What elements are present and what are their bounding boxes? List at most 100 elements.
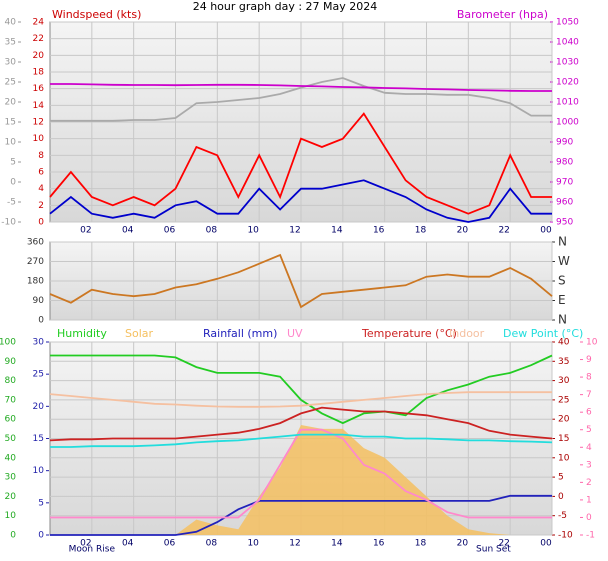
x-tick-label: 10 [247,226,259,236]
y2-tick-label: 15 [558,434,569,444]
chart-title: 24 hour graph day : 27 May 2024 [193,0,378,13]
y-tick-label: 0 [38,316,44,326]
y2-tick-label: 20 [558,415,570,425]
legend-label: Temperature (°C) [361,327,457,340]
y3-tick-label: 40 [5,18,17,28]
legend-label: Rainfall (mm) [203,327,277,340]
y2-tick-label: W [558,254,570,268]
y2-tick-label: 0 [558,492,564,502]
x-tick-label: 06 [164,539,176,549]
x-tick-label: 02 [80,226,91,236]
y3-tick-label: 0 [38,531,44,541]
line [49,253,553,309]
y-tick-label: 14 [33,101,45,111]
line [50,354,553,425]
y3-tick-label: 25 [33,370,44,380]
y2-tick-label: 950 [556,218,573,228]
y-tick-label: 22 [33,34,44,44]
y2-tick-label: E [558,293,566,307]
legend-label: Dew Point (°C) [503,327,583,340]
y2-tick-label: 25 [558,395,569,405]
x-tick-label: 06 [164,226,176,236]
y2-tick-label: 960 [556,198,573,208]
x-tick-label: 14 [331,226,343,236]
x-tick-label: 10 [247,539,259,549]
y4-tick-label: 10 [586,338,598,348]
y4-tick-label: 8 [586,373,592,383]
y2-tick-label: 1020 [556,78,579,88]
y-tick-label: 60 [5,415,17,425]
x-tick-label: 02 [80,539,91,549]
x-tick-label: 18 [415,226,427,236]
legend-label: Indoor [449,327,485,340]
x-tick-label: 00 [540,226,552,236]
y-tick-label: 8 [38,151,44,161]
y-tick-label: 2 [38,201,44,211]
y2-tick-label: -5 [558,511,567,521]
y2-tick-label: 1030 [556,58,579,68]
x-tick-label: 14 [331,539,343,549]
y-tick-label: 24 [33,18,45,28]
y-tick-label: 270 [27,257,44,267]
y4-tick-label: 7 [586,390,592,400]
y2-tick-label: S [558,274,566,288]
y3-tick-label: 0 [10,178,16,188]
x-tick-label: 08 [206,226,218,236]
y2-tick-label: 35 [558,357,569,367]
y3-tick-label: 30 [33,338,45,348]
annotation: Sun Set [476,545,511,555]
y2-label: Barometer (hpa) [457,8,548,21]
x-tick-label: 18 [415,539,427,549]
line [50,433,553,448]
legend-label: UV [287,327,303,340]
y4-tick-label: 3 [586,460,592,470]
area [50,425,552,535]
y3-tick-label: 5 [10,158,16,168]
y3-tick-label: 25 [5,78,16,88]
y2-tick-label: 1010 [556,98,579,108]
y3-tick-label: -5 [7,198,16,208]
y-label: Windspeed (kts) [52,8,141,21]
y2-tick-label: 30 [558,376,570,386]
x-tick-label: 12 [289,226,300,236]
y4-tick-label: 2 [586,478,592,488]
y3-tick-label: 10 [33,466,45,476]
y4-tick-label: 1 [586,495,592,505]
legend-label: Humidity [57,327,107,340]
x-tick-label: 04 [122,539,134,549]
y3-tick-label: -10 [1,218,16,228]
y-tick-label: 10 [33,134,45,144]
y-tick-label: 70 [5,395,17,405]
line [50,77,552,122]
y2-tick-label: 990 [556,138,573,148]
y4-tick-label: 0 [586,513,592,523]
y3-tick-label: 5 [38,498,44,508]
y4-tick-label: 4 [586,443,592,453]
x-tick-label: 16 [373,539,385,549]
y-tick-label: 4 [38,184,44,194]
line [49,391,552,408]
y-tick-label: 30 [5,473,17,483]
y4-tick-label: 9 [586,355,592,365]
line [50,494,552,536]
y2-tick-label: 1050 [556,18,579,28]
x-tick-label: 20 [457,226,469,236]
x-tick-label: 22 [498,539,509,549]
y3-tick-label: 15 [5,118,16,128]
y2-tick-label: 10 [558,453,570,463]
y2-tick-label: 970 [556,178,573,188]
y-tick-label: 12 [33,118,44,128]
y-tick-label: 180 [27,277,44,287]
y3-tick-label: 35 [5,38,16,48]
y3-tick-label: 20 [33,402,45,412]
y2-tick-label: 1040 [556,38,579,48]
y3-tick-label: 30 [5,58,17,68]
y-tick-label: 10 [5,511,17,521]
y-tick-label: 50 [5,434,17,444]
y-tick-label: 6 [38,168,44,178]
x-tick-label: 22 [498,226,509,236]
y2-tick-label: -10 [558,531,573,541]
x-tick-label: 00 [540,539,552,549]
y-tick-label: 20 [33,51,45,61]
line [50,83,552,92]
